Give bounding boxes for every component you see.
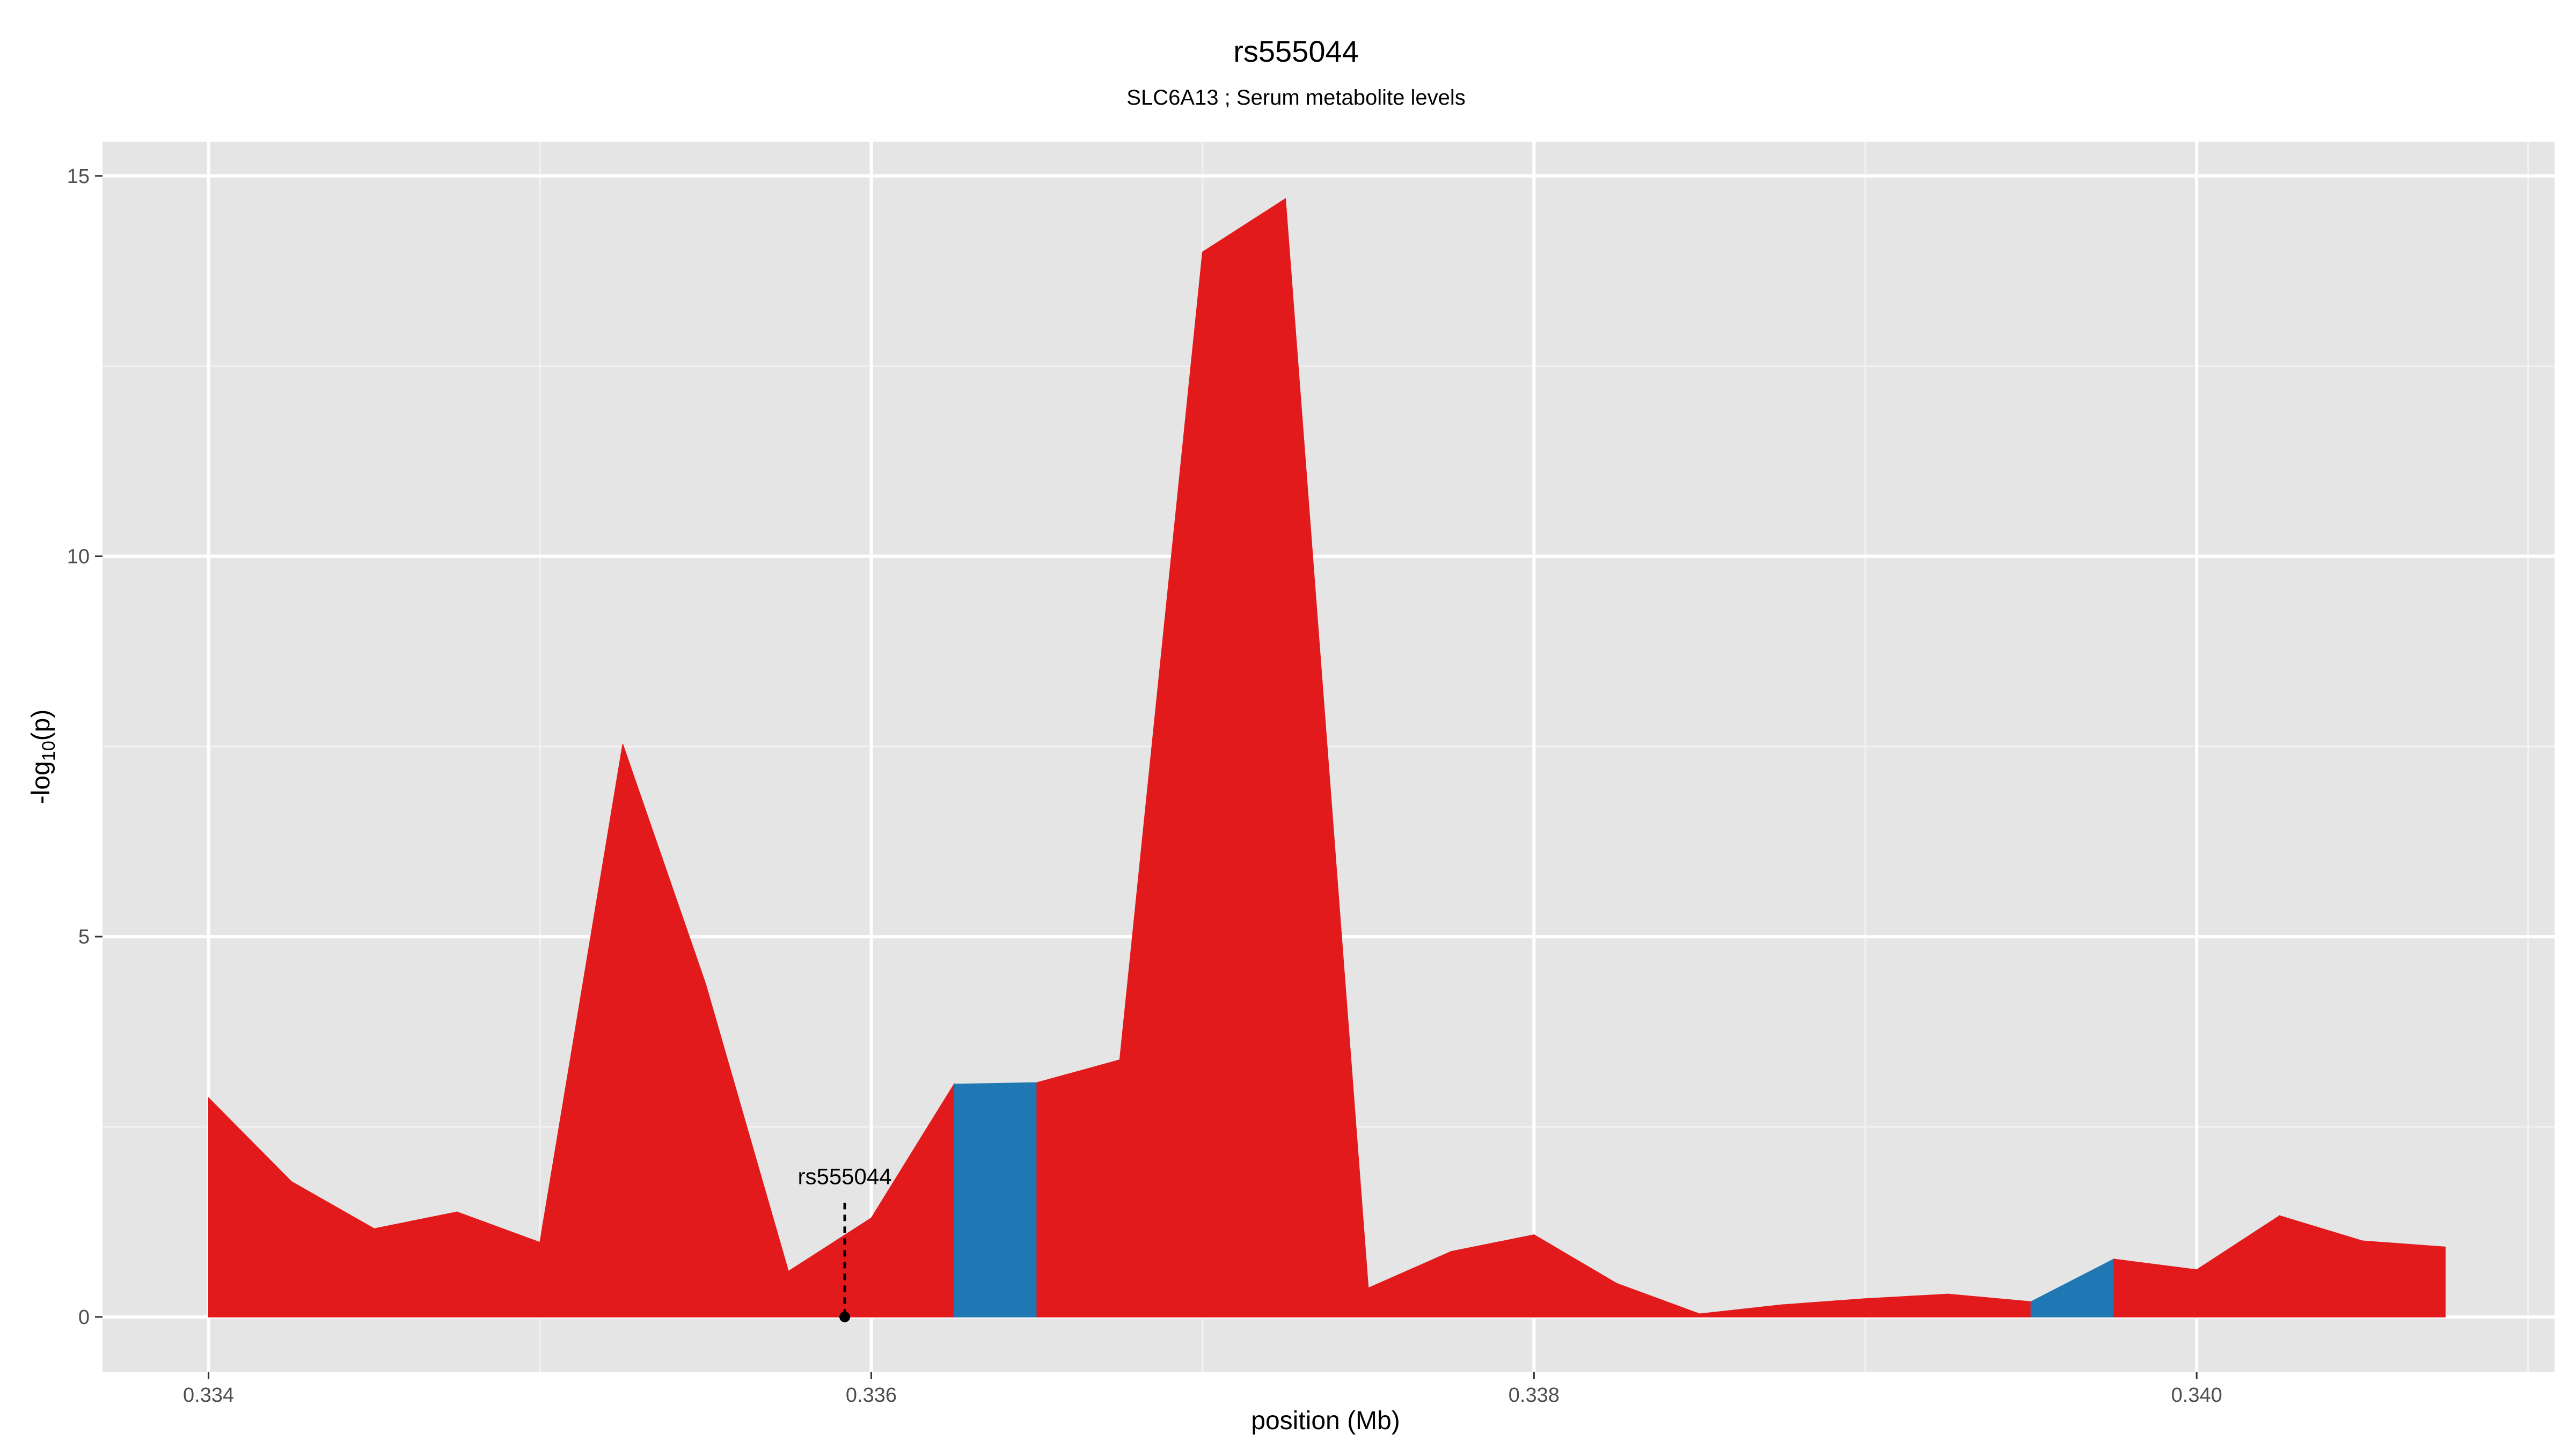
x-tick-label: 0.338: [1509, 1384, 1560, 1407]
grid-lines: [103, 142, 2555, 1372]
x-tick-label: 0.340: [2171, 1384, 2222, 1407]
y-tick-label: 0: [78, 1306, 90, 1329]
snp-annotation: rs555044: [797, 1163, 892, 1322]
y-tick-label: 5: [78, 926, 90, 948]
area-segment: [1202, 197, 1286, 1318]
annotation-point: [839, 1311, 851, 1322]
area-segment: [2113, 1258, 2197, 1318]
annotation-label: rs555044: [797, 1163, 891, 1189]
y-axis-title-subscript: 10: [39, 741, 59, 761]
x-axis-title: position (Mb): [1251, 1407, 1400, 1435]
area-segment: [954, 1082, 1037, 1318]
chart-subtitle: SLC6A13 ; Serum metabolite levels: [1126, 86, 1465, 109]
y-axis-title: -log10(p): [27, 709, 59, 804]
x-tick-label: 0.336: [846, 1384, 897, 1407]
chart-title: rs555044: [1233, 34, 1359, 68]
x-axis: 0.334 0.336 0.338 0.340: [183, 1372, 2222, 1407]
y-tick-label: 10: [67, 546, 90, 568]
area-series: [208, 197, 2446, 1318]
area-segment: [2362, 1240, 2446, 1318]
y-axis-title-main: -log: [27, 761, 55, 804]
y-tick-label: 15: [67, 165, 90, 188]
area-segment: [1036, 1059, 1121, 1318]
x-tick-label: 0.334: [183, 1384, 234, 1407]
area-segment: [374, 1211, 458, 1318]
y-axis-title-tail: (p): [27, 709, 55, 741]
y-axis: 0 5 10 15: [67, 165, 103, 1329]
